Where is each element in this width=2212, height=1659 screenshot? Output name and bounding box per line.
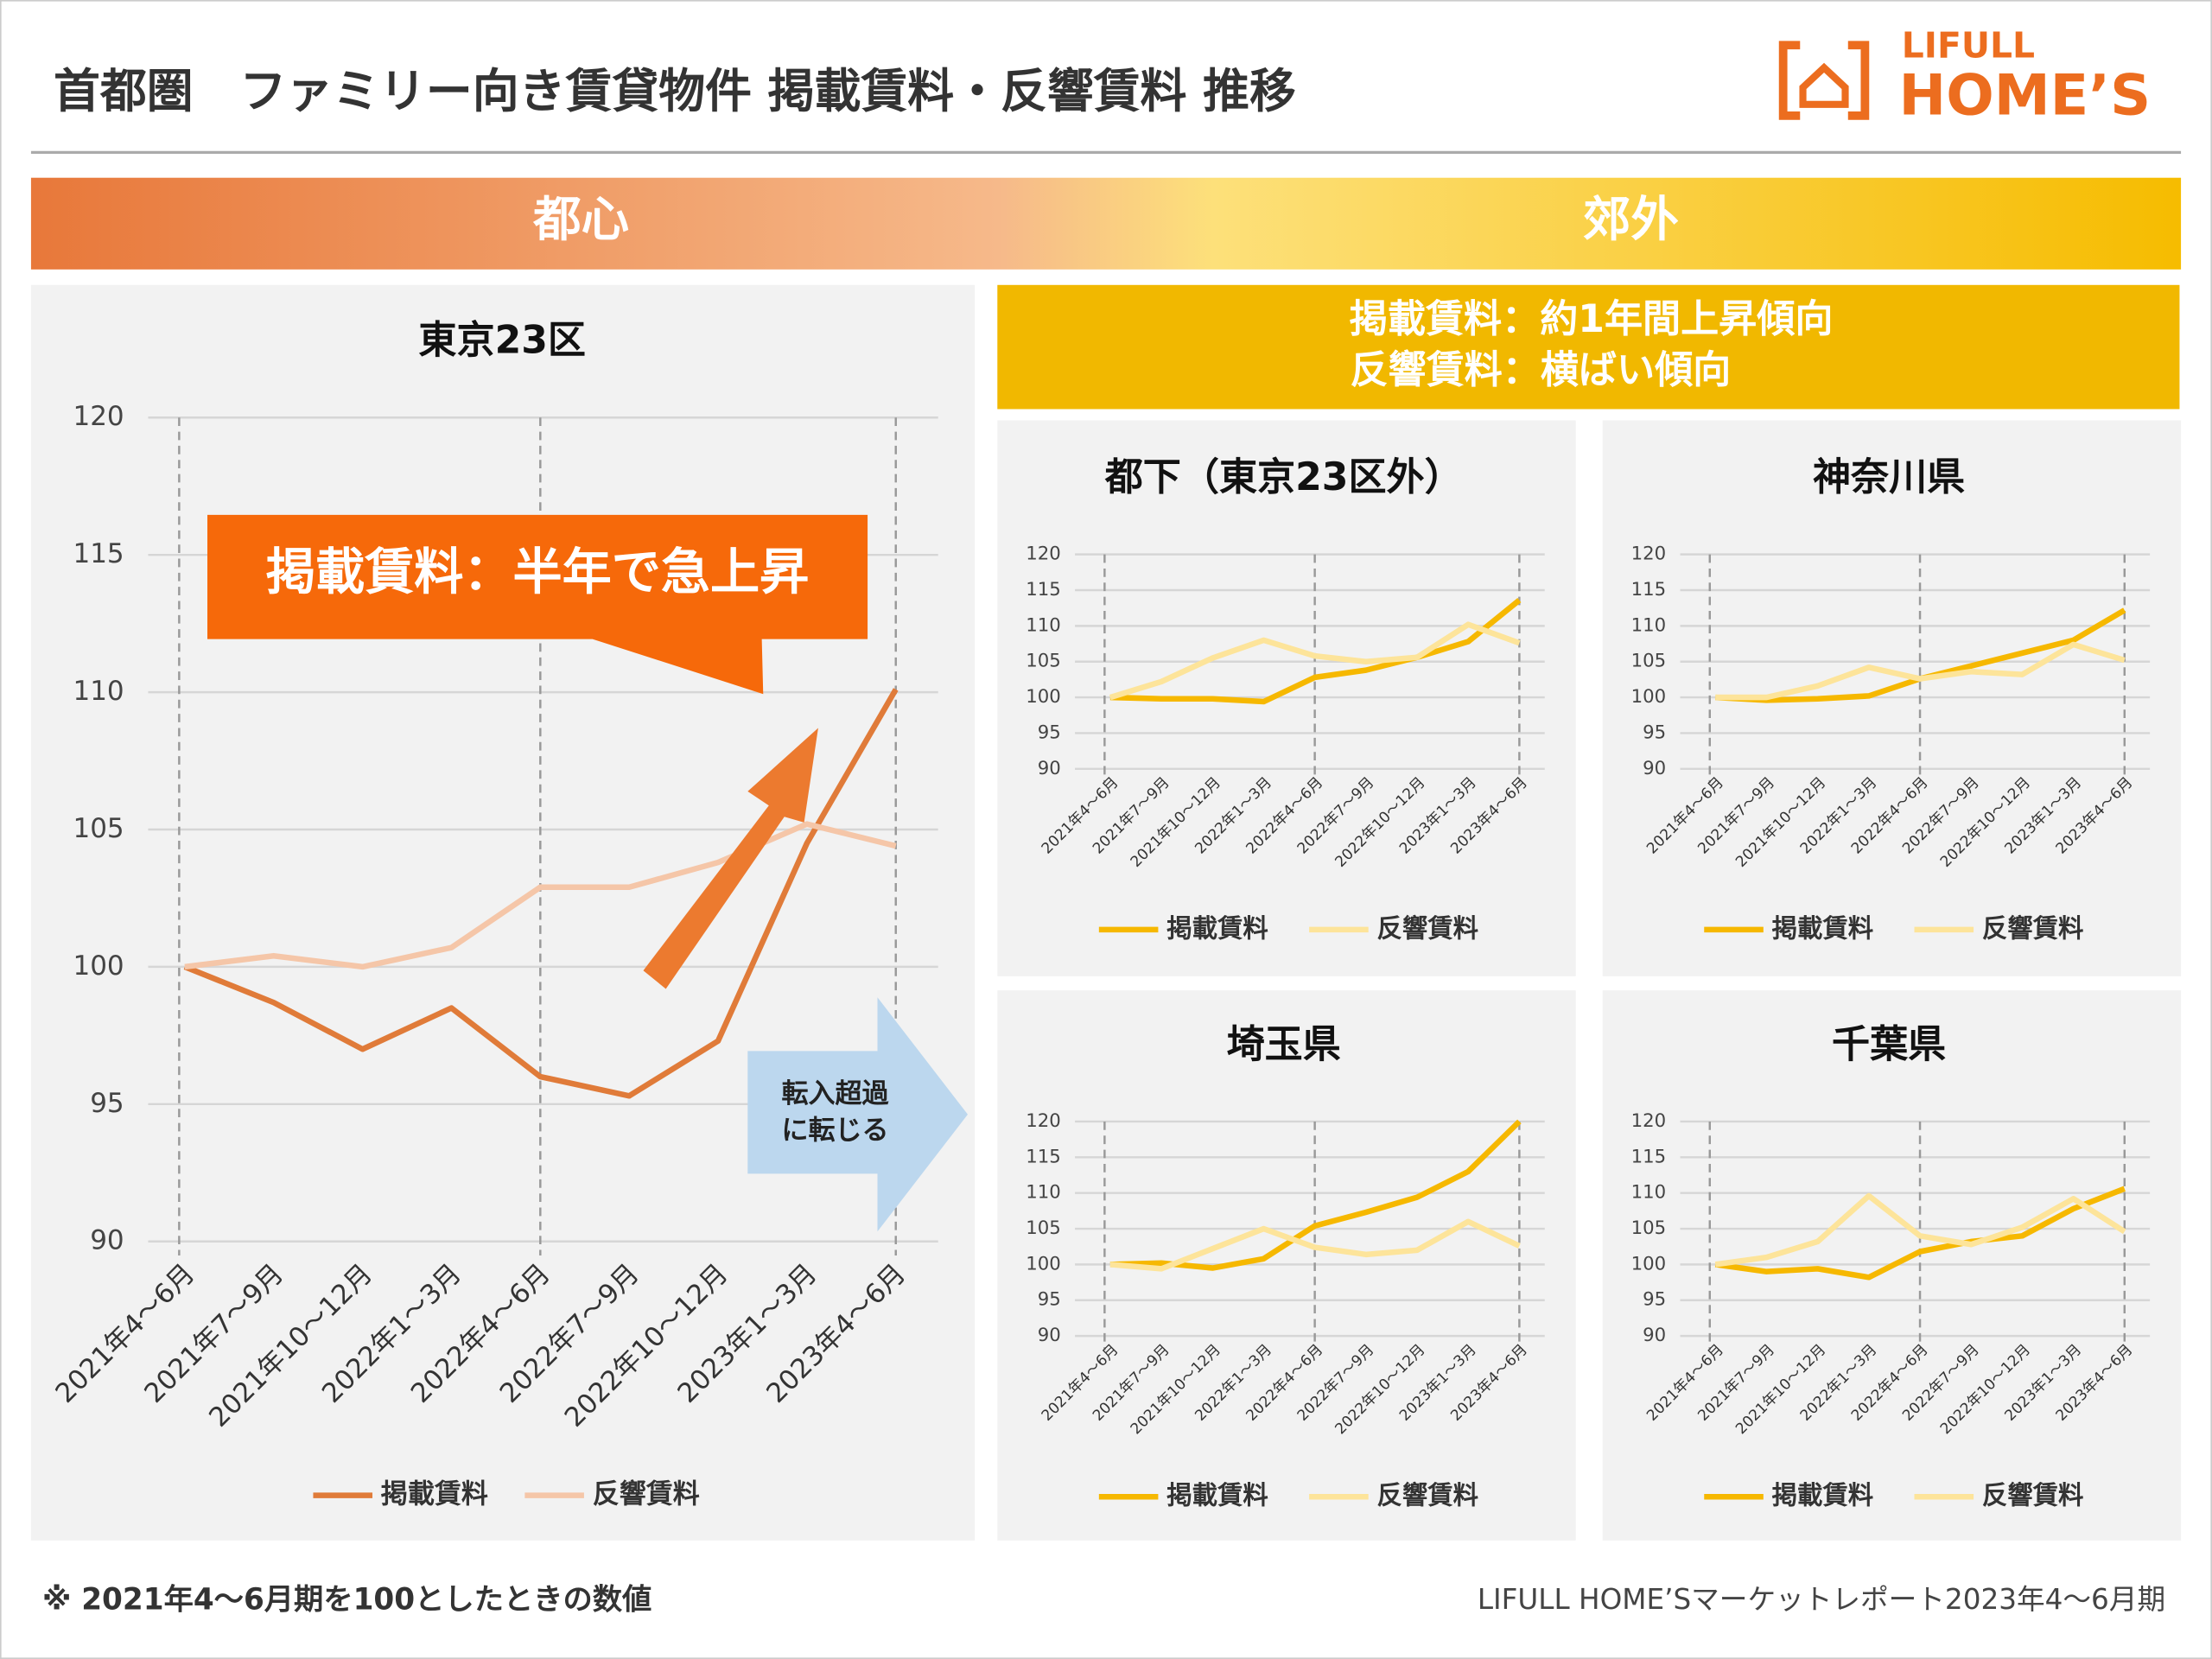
y-tick-label: 110: [1631, 614, 1667, 636]
series-line: [1714, 1185, 2126, 1281]
y-tick-label: 120: [1026, 543, 1061, 565]
y-tick-label: 120: [1026, 1110, 1061, 1132]
y-tick-label: 100: [1026, 686, 1061, 708]
y-tick-label: 95: [1643, 721, 1666, 743]
annotation-layer: 掲載賃料：半年で急上昇 転入超過 に転じる: [207, 514, 968, 1232]
series-line: [1714, 1192, 2126, 1268]
y-tick-label: 90: [90, 1225, 124, 1256]
callout: [207, 514, 868, 695]
y-tick-label: 120: [1631, 1110, 1667, 1132]
logo: LIFULL HOME’S: [1778, 25, 2152, 128]
series-line: [184, 821, 897, 970]
chart-title: 都下（東京23区外）: [1104, 455, 1463, 499]
chart-title: 東京23区: [418, 319, 586, 363]
y-tick-label: 95: [1038, 721, 1061, 743]
banner: [30, 177, 2182, 270]
y-tick-label: 100: [1026, 1253, 1061, 1274]
y-tick-label: 105: [1631, 1217, 1667, 1239]
y-tick-label: 100: [1631, 686, 1667, 708]
y-tick-label: 110: [1026, 614, 1061, 636]
banner-left: 都心: [532, 192, 629, 248]
suburb-note: 反響賃料：横ばい傾向: [1350, 348, 1731, 392]
legend-label: 反響賃料: [1982, 1481, 2084, 1510]
y-tick-label: 105: [1026, 1217, 1061, 1239]
y-tick-label: 115: [1026, 579, 1061, 601]
series-line: [1715, 641, 2126, 701]
brand-bottom: HOME’S: [1899, 62, 2152, 128]
migration-text: 転入超過: [781, 1078, 889, 1109]
chart-title: 千葉県: [1832, 1022, 1946, 1066]
suburb-note: 掲載賃料：約1年間上昇傾向: [1350, 297, 1834, 341]
y-tick-label: 120: [73, 401, 124, 432]
series-line: [1109, 1218, 1521, 1272]
y-tick-label: 90: [1038, 758, 1061, 779]
migration-text: に転じる: [781, 1115, 888, 1146]
y-tick-label: 90: [1643, 758, 1666, 779]
banner-right: 郊外: [1583, 192, 1679, 248]
legend-label: 反響賃料: [1376, 1481, 1478, 1510]
chart-title: 埼玉県: [1227, 1022, 1341, 1066]
y-tick-label: 105: [1026, 651, 1061, 672]
y-tick-label: 105: [73, 813, 124, 844]
up-arrow: [643, 728, 818, 989]
legend-label: 掲載賃料: [1166, 1481, 1268, 1510]
page-title: 首都圏 ファミリー向き賃貸物件 掲載賃料・反響賃料 推移: [54, 64, 1296, 118]
footnote: ※ 2021年4～6月期を100としたときの数値: [42, 1583, 652, 1618]
y-tick-label: 120: [1631, 543, 1667, 565]
series-line: [1109, 598, 1522, 705]
legend-label: 掲載賃料: [1166, 913, 1268, 943]
series-line: [183, 688, 899, 1099]
y-tick-label: 115: [73, 538, 124, 569]
y-tick-label: 100: [1631, 1253, 1667, 1274]
y-tick-label: 115: [1631, 579, 1667, 601]
legend-label: 掲載賃料: [1772, 1481, 1874, 1510]
legend-label: 掲載賃料: [1772, 913, 1874, 943]
y-tick-label: 95: [1038, 1289, 1061, 1311]
chart-title: 神奈川県: [1813, 455, 1965, 499]
migration-arrow: [747, 997, 968, 1232]
legend-label: 反響賃料: [1376, 913, 1478, 943]
y-tick-label: 105: [1631, 651, 1667, 672]
source: LIFULL HOME’Sマーケットレポート2023年4～6月期: [1478, 1583, 2165, 1616]
y-tick-label: 95: [1643, 1289, 1666, 1311]
y-tick-label: 95: [90, 1088, 124, 1119]
y-tick-label: 110: [1026, 1182, 1061, 1204]
legend-label: 掲載賃料: [381, 1479, 488, 1510]
y-tick-label: 90: [1643, 1325, 1666, 1346]
suburb-box: [997, 284, 2180, 410]
series-line: [1109, 621, 1521, 701]
y-tick-label: 110: [1631, 1182, 1667, 1204]
legend-label: 反響賃料: [1982, 913, 2084, 943]
y-tick-label: 115: [1631, 1146, 1667, 1167]
callout-text: 掲載賃料：半年で急上昇: [266, 544, 809, 601]
y-tick-label: 100: [73, 950, 124, 982]
y-tick-label: 110: [73, 676, 124, 707]
y-tick-label: 115: [1026, 1146, 1061, 1167]
y-tick-label: 90: [1038, 1325, 1061, 1346]
legend-label: 反響賃料: [593, 1479, 700, 1510]
brand-top: LIFULL: [1902, 25, 2035, 67]
